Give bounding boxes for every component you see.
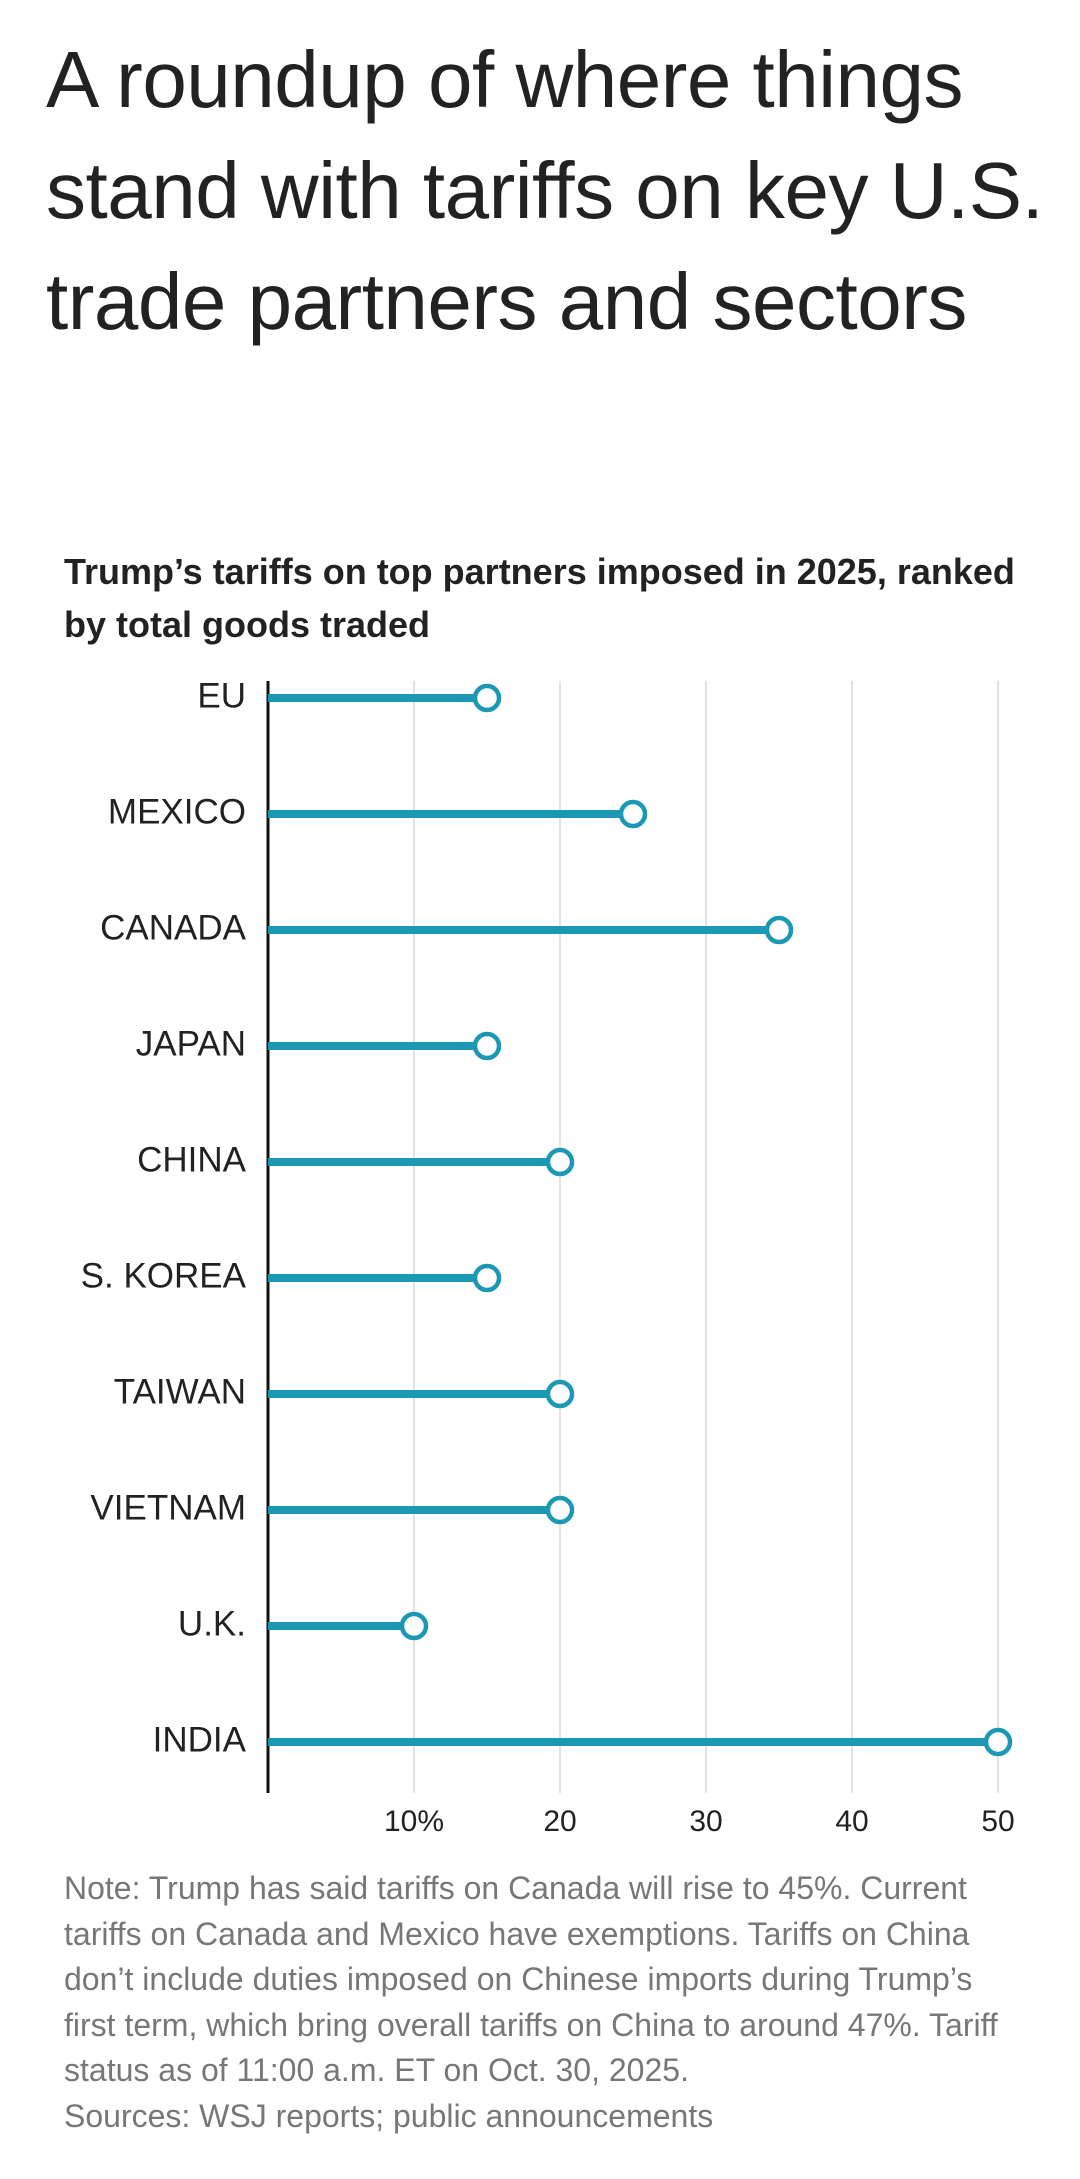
y-tick-label: VIETNAM [90,1488,246,1527]
dot [472,683,502,713]
y-tick-label: U.K. [178,1604,246,1643]
chart-title: Trump’s tariffs on top partners imposed … [64,551,1015,645]
x-tick-label: 50 [981,1805,1014,1838]
dot [472,1031,502,1061]
y-tick-label: S. KOREA [81,1256,247,1295]
headline: A roundup of where things stand with tar… [46,35,1044,346]
x-tick-label: 30 [689,1805,722,1838]
dot [545,1379,575,1409]
x-tick-label: 10% [384,1805,444,1838]
dot [399,1611,429,1641]
dot [618,799,648,829]
y-tick-label: MEXICO [108,792,246,831]
dot [983,1727,1013,1757]
note: Note: Trump has said tariffs on Canada w… [64,1870,998,2089]
dot [545,1147,575,1177]
y-tick-label: CHINA [137,1140,247,1179]
x-tick-label: 20 [543,1805,576,1838]
footnote: Note: Trump has said tariffs on Canada w… [64,1866,1024,2140]
y-tick-label: JAPAN [136,1024,246,1063]
dot [545,1495,575,1525]
chart: 10% 20 30 40 50 EU MEXICO CANADA JAPAN CHINA S. KO… [81,676,1015,1838]
y-tick-label: CANADA [100,908,247,947]
x-tick-label: 40 [835,1805,868,1838]
y-tick-label: INDIA [153,1720,247,1759]
y-tick-label: EU [197,676,246,715]
dot [764,915,794,945]
dot [472,1263,502,1293]
y-tick-label: TAIWAN [114,1372,246,1411]
source: Sources: WSJ reports; public announcemen… [64,2097,714,2134]
